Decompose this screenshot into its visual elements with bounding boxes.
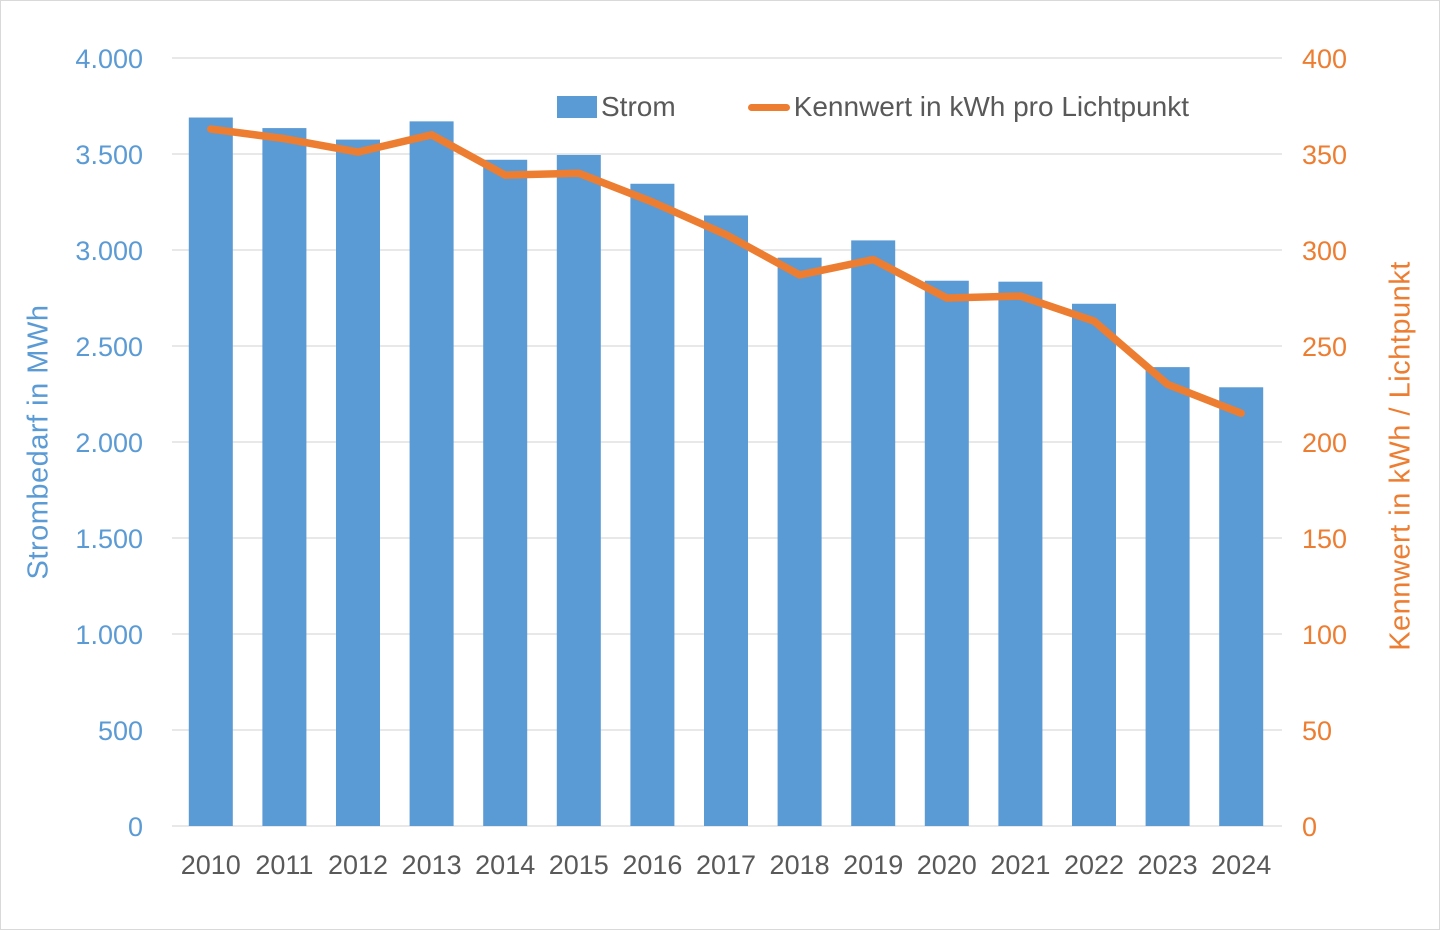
bar-2010 (188, 117, 233, 826)
left-axis-tick-label: 1.500 (75, 524, 143, 554)
kennwert-line (207, 125, 1245, 417)
right-axis-tick-label: 50 (1302, 716, 1332, 746)
bar-2020 (924, 280, 969, 827)
left-axis-tick-label: 2.000 (75, 428, 143, 458)
legend: Strom Kennwert in kWh pro Lichtpunkt (557, 91, 1189, 123)
bar-2014 (483, 159, 528, 826)
x-tick-label: 2015 (549, 850, 609, 880)
x-tick-label: 2020 (917, 850, 977, 880)
bar-2011 (262, 128, 307, 826)
bar-2013 (409, 121, 454, 827)
x-tick-label: 2013 (402, 850, 462, 880)
bar-2019 (851, 240, 896, 826)
right-axis-tick-label: 400 (1302, 44, 1347, 74)
bar-2021 (998, 281, 1043, 826)
bar-2022 (1072, 303, 1116, 826)
left-axis-tick-label: 2.500 (75, 332, 143, 362)
right-axis-tick-label: 350 (1302, 140, 1347, 170)
left-axis-tick-label: 3.000 (75, 236, 143, 266)
x-tick-label: 2016 (622, 850, 682, 880)
x-tick-label: 2012 (328, 850, 388, 880)
left-axis-title: Strombedarf in MWh (22, 304, 55, 580)
x-tick-label: 2010 (181, 850, 241, 880)
bar-2012 (336, 139, 380, 827)
bar-2024 (1219, 387, 1264, 826)
legend-item-kennwert: Kennwert in kWh pro Lichtpunkt (747, 91, 1189, 123)
left-axis-tick-label: 1.000 (75, 620, 143, 650)
x-tick-label: 2019 (843, 850, 903, 880)
x-tick-label: 2021 (990, 850, 1050, 880)
legend-label-kennwert: Kennwert in kWh pro Lichtpunkt (793, 91, 1189, 122)
left-axis-tick-label: 500 (98, 716, 143, 746)
right-axis-tick-label: 100 (1302, 620, 1347, 650)
bar-2016 (630, 183, 675, 826)
line-swatch-icon (747, 103, 790, 111)
right-axis-tick-label: 150 (1302, 524, 1347, 554)
x-tick-label: 2018 (770, 850, 830, 880)
left-axis-tick-label: 3.500 (75, 140, 143, 170)
x-tick-label: 2024 (1211, 850, 1271, 880)
right-axis-title: Kennwert in kWh / Lichtpunkt (1384, 261, 1417, 651)
legend-label-strom: Strom (601, 91, 676, 122)
x-tick-label: 2011 (255, 850, 313, 880)
bar-2023 (1145, 367, 1190, 826)
right-axis-tick-label: 200 (1302, 428, 1347, 458)
bar-2018 (777, 257, 822, 826)
bar-swatch-icon (557, 96, 597, 118)
bar-2017 (704, 215, 748, 826)
x-tick-label: 2022 (1064, 850, 1124, 880)
right-axis-tick-label: 0 (1302, 812, 1317, 842)
x-tick-label: 2023 (1138, 850, 1198, 880)
legend-item-strom: Strom (557, 91, 676, 123)
left-axis-tick-label: 4.000 (75, 44, 143, 74)
right-axis-tick-label: 300 (1302, 236, 1347, 266)
x-tick-label: 2017 (696, 850, 756, 880)
x-tick-label: 2014 (475, 850, 535, 880)
bar-2015 (556, 154, 601, 826)
left-axis-tick-label: 0 (128, 812, 143, 842)
right-axis-tick-label: 250 (1302, 332, 1347, 362)
